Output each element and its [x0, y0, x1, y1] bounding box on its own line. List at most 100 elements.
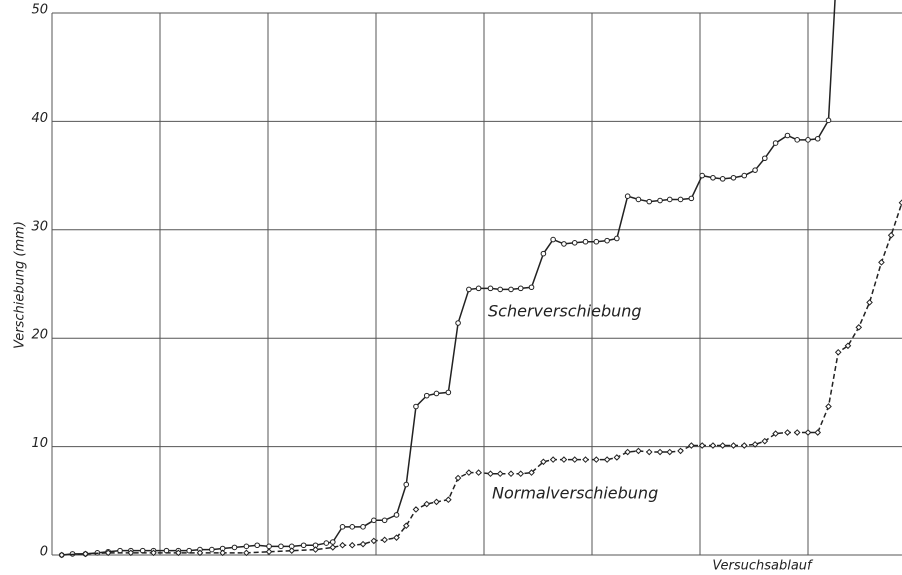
- data-point: [719, 176, 726, 182]
- data-point: [349, 524, 356, 530]
- data-point: [454, 474, 462, 482]
- data-point: [560, 456, 568, 463]
- data-point: [433, 390, 440, 397]
- data-point: [339, 524, 346, 530]
- data-point: [475, 285, 482, 292]
- data-point: [540, 458, 547, 466]
- data-point: [423, 500, 431, 508]
- data-point: [878, 259, 885, 266]
- data-point: [209, 546, 215, 553]
- data-point: [762, 155, 768, 162]
- data-point: [455, 320, 461, 326]
- data-point: [127, 549, 135, 557]
- data-point: [360, 524, 366, 530]
- data-point: [528, 469, 535, 476]
- data-point: [550, 236, 556, 243]
- data-point: [445, 496, 452, 504]
- data-point: [371, 517, 377, 524]
- data-point: [666, 196, 673, 203]
- data-point: [517, 470, 525, 478]
- data-point: [844, 342, 852, 350]
- data-point: [528, 284, 535, 291]
- data-point: [243, 549, 250, 557]
- data-point: [825, 403, 832, 410]
- data-point: [561, 241, 567, 247]
- data-point: [104, 549, 112, 557]
- data-point: [741, 172, 748, 179]
- data-point: [677, 447, 684, 455]
- data-point: [825, 117, 832, 124]
- data-point: [740, 442, 748, 449]
- data-point: [423, 392, 430, 399]
- data-point: [465, 469, 473, 476]
- data-point: [784, 429, 791, 436]
- data-point: [635, 447, 642, 455]
- data-point: [582, 456, 589, 463]
- y-axis-label: Verschiebung (mm): [13, 221, 28, 349]
- data-point: [709, 442, 717, 449]
- data-point: [348, 541, 356, 549]
- data-point: [403, 481, 410, 488]
- data-point: [772, 140, 779, 146]
- data-point: [549, 456, 557, 463]
- data-point: [413, 403, 419, 410]
- data-point: [805, 137, 811, 143]
- data-point: [645, 448, 653, 456]
- data-point: [402, 522, 410, 530]
- data-point: [571, 240, 578, 246]
- data-point: [866, 299, 873, 306]
- data-point: [288, 547, 296, 554]
- data-point: [688, 195, 695, 202]
- data-point: [254, 542, 261, 549]
- data-point: [761, 437, 769, 445]
- data-point: [656, 448, 664, 456]
- data-point: [219, 549, 226, 557]
- data-point: [381, 517, 388, 524]
- data-point: [265, 548, 273, 556]
- x-axis-label: Versuchsablauf: [712, 559, 814, 574]
- data-point: [186, 547, 192, 554]
- data-point: [312, 546, 319, 553]
- data-point: [231, 544, 238, 551]
- data-point: [330, 539, 336, 545]
- data-point: [487, 470, 494, 478]
- data-point: [752, 167, 758, 173]
- data-point: [175, 549, 182, 557]
- data-point: [814, 135, 821, 142]
- data-point: [814, 429, 822, 436]
- series-label: Scherverschiebung: [488, 302, 642, 321]
- data-point: [604, 237, 610, 244]
- data-point: [466, 286, 472, 293]
- data-point: [603, 456, 611, 463]
- data-point: [393, 512, 400, 518]
- data-point: [433, 498, 440, 506]
- data-point: [507, 470, 515, 478]
- data-point: [710, 174, 716, 181]
- data-point: [730, 442, 737, 449]
- data-point: [730, 174, 737, 181]
- data-point: [496, 470, 504, 478]
- data-point: [381, 536, 388, 544]
- data-point: [719, 442, 726, 449]
- data-point: [497, 286, 504, 293]
- data-point: [508, 286, 514, 293]
- data-point: [635, 196, 642, 203]
- data-point: [150, 549, 157, 557]
- data-point: [657, 197, 663, 204]
- data-point: [370, 537, 378, 545]
- data-point: [196, 549, 204, 557]
- data-point: [582, 238, 589, 245]
- data-point: [475, 469, 482, 476]
- data-point: [329, 544, 337, 551]
- data-point: [751, 441, 759, 448]
- data-point: [699, 172, 705, 179]
- y-tick-label: 0: [40, 545, 48, 560]
- data-point: [571, 456, 579, 463]
- data-point: [887, 231, 895, 239]
- series-label: Normalverschiebung: [492, 484, 658, 503]
- data-point: [646, 198, 653, 205]
- data-point: [82, 550, 89, 558]
- data-point: [445, 389, 452, 396]
- data-point: [58, 551, 66, 559]
- data-point: [624, 448, 631, 456]
